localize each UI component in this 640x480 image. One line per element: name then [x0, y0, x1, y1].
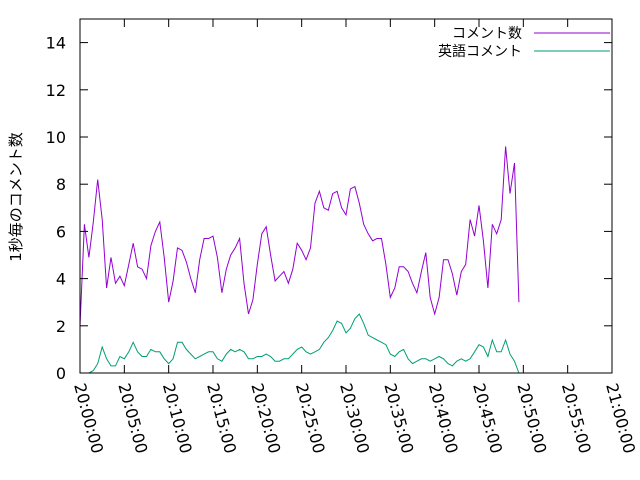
y-tick-label: 0	[56, 364, 66, 383]
legend-label-english-comments: 英語コメント	[438, 43, 522, 60]
series-line-comments	[79, 146, 520, 326]
y-axis-label-group: 1秒毎のコメント数	[7, 132, 25, 262]
x-tick-label: 20:10:00	[159, 381, 196, 455]
plot-area	[79, 146, 520, 374]
x-tick-label: 20:40:00	[425, 381, 462, 455]
x-tick-label: 20:05:00	[114, 381, 151, 455]
y-tick-label: 6	[56, 222, 66, 241]
x-tick-label: 20:25:00	[292, 381, 329, 455]
x-tick-label: 20:20:00	[247, 381, 284, 455]
axes: 0 2 4 6 8 10 12 14 20:00:00 20:05:00 20:10:00 20:15…	[46, 18, 639, 455]
series-line-english-comments	[88, 313, 520, 374]
x-tick-label: 20:35:00	[380, 381, 417, 455]
x-tick-label: 20:45:00	[469, 381, 506, 455]
y-tick-label: 2	[56, 317, 66, 336]
x-tick-label: 20:55:00	[558, 381, 595, 455]
y-tick-label: 10	[46, 128, 66, 147]
x-tick-label: 20:00:00	[70, 381, 107, 455]
legend: コメント数 英語コメント	[438, 26, 610, 60]
y-axis-label: 1秒毎のコメント数	[7, 132, 25, 262]
x-tick-label: 20:15:00	[203, 381, 240, 455]
y-tick-label: 14	[46, 34, 66, 53]
x-tick-label: 21:00:00	[602, 381, 639, 455]
plot-frame	[79, 18, 613, 374]
legend-label-comments: コメント数	[452, 26, 522, 42]
y-tick-label: 12	[46, 81, 66, 100]
y-tick-label: 8	[56, 175, 66, 194]
x-tick-label: 20:50:00	[513, 381, 550, 455]
x-tick-label: 20:30:00	[336, 381, 373, 455]
y-tick-label: 4	[56, 270, 66, 289]
